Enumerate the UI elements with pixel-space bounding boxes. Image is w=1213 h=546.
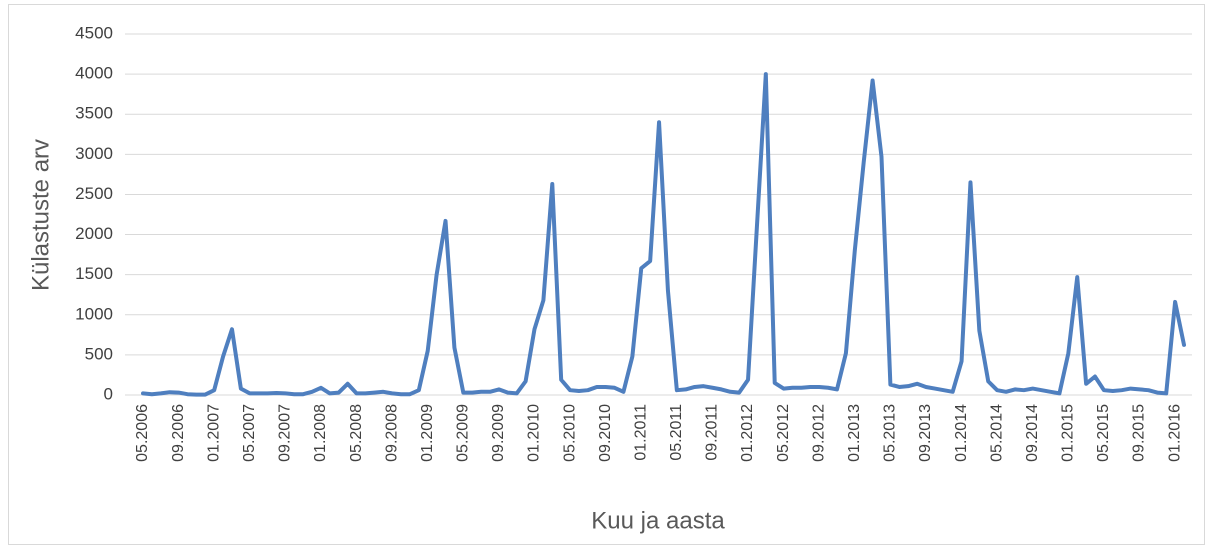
y-tick-label: 4000 [75, 64, 113, 83]
y-tick-label: 2000 [75, 224, 113, 243]
x-tick-label: 09.2015 [1131, 404, 1148, 462]
y-tick-label: 3000 [75, 144, 113, 163]
y-tick-label: 1500 [75, 264, 113, 283]
x-tick-label: 01.2012 [739, 404, 756, 462]
y-tick-label: 2500 [75, 184, 113, 203]
y-tick-label: 500 [85, 344, 113, 363]
x-tick-label: 05.2006 [134, 404, 151, 462]
y-tick-label: 0 [104, 384, 113, 403]
x-tick-label: 01.2009 [419, 404, 436, 462]
x-tick-label: 01.2015 [1060, 404, 1077, 462]
x-tick-label: 01.2010 [526, 404, 543, 462]
x-tick-label: 05.2007 [241, 404, 258, 462]
y-tick-label: 4500 [75, 23, 113, 42]
x-tick-label: 09.2006 [170, 404, 187, 462]
x-tick-label: 09.2014 [1024, 404, 1041, 462]
x-tick-label: 05.2010 [561, 404, 578, 462]
x-tick-label: 05.2012 [775, 404, 792, 462]
x-tick-label: 09.2010 [597, 404, 614, 462]
x-tick-label: 09.2011 [704, 404, 721, 461]
x-tick-label: 05.2008 [348, 404, 365, 462]
x-tick-label: 09.2008 [383, 404, 400, 462]
y-tick-label: 1000 [75, 304, 113, 323]
y-axis-title: Külastuste arv [27, 139, 54, 291]
x-tick-label: 05.2011 [668, 404, 685, 461]
x-tick-label: 05.2009 [455, 404, 472, 462]
x-tick-label: 09.2009 [490, 404, 507, 462]
x-tick-label: 01.2014 [953, 404, 970, 462]
y-tick-label: 3500 [75, 104, 113, 123]
x-tick-label: 05.2013 [882, 404, 899, 462]
x-tick-label: 01.2013 [846, 404, 863, 462]
line-series [141, 72, 1186, 397]
x-tick-label: 01.2016 [1166, 404, 1183, 462]
x-tick-label: 09.2012 [810, 404, 827, 462]
x-tick-label: 09.2007 [277, 404, 294, 462]
x-tick-label: 01.2007 [205, 404, 222, 462]
x-axis-title: Kuu ja aasta [591, 507, 725, 534]
x-tick-label: 09.2013 [917, 404, 934, 462]
x-tick-label: 01.2011 [632, 404, 649, 461]
x-tick-label: 05.2014 [988, 404, 1005, 462]
x-tick-label: 05.2015 [1095, 404, 1112, 462]
x-tick-label: 01.2008 [312, 404, 329, 462]
